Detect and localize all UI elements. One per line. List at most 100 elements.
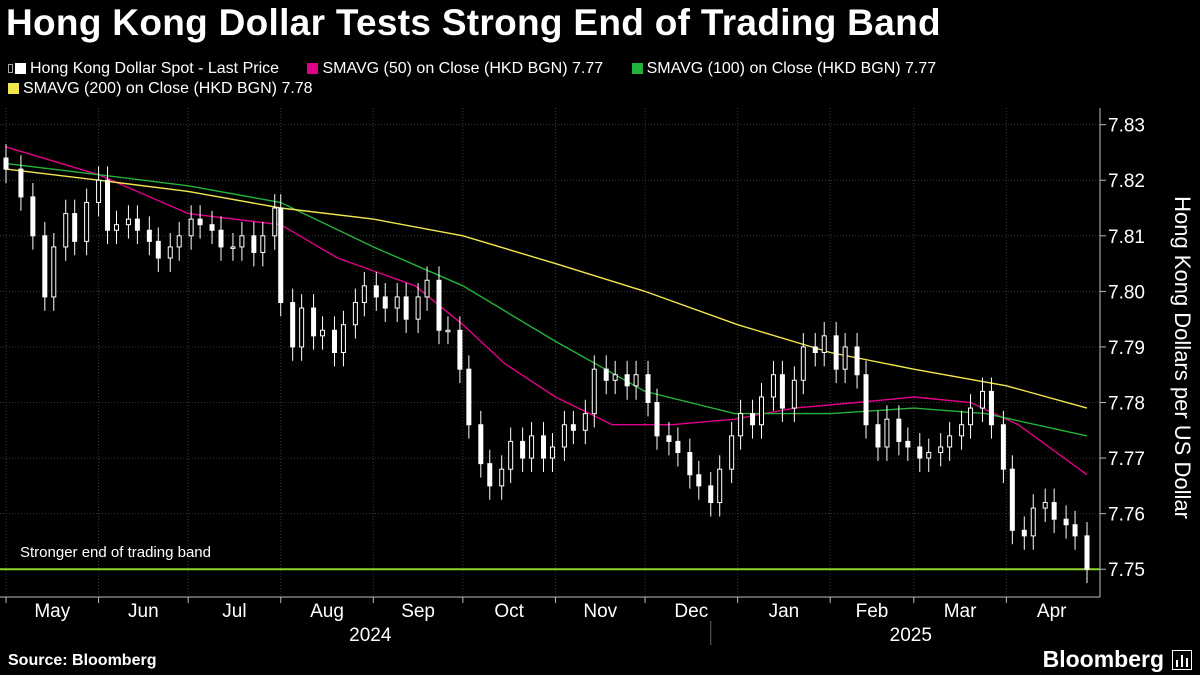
legend-item-sma200: SMAVG (200) on Close (HKD BGN) 7.78 [8,80,313,98]
bloomberg-logo: Bloomberg [1043,646,1192,673]
candle-body [717,468,723,504]
candle-body [361,285,367,303]
candle-body [582,413,588,431]
candle-body [968,407,974,426]
candle-body [272,207,278,237]
candle-body [917,446,923,459]
x-month-label: Sep [401,601,435,622]
candle-body [603,368,609,381]
candle-body [624,374,630,387]
candle-body [278,207,284,303]
candle-body [209,224,215,231]
candle-body [42,235,48,298]
x-month-label: Jul [222,601,246,622]
candle-body [926,452,932,459]
legend-swatch-sma100 [631,63,643,74]
candle-body [708,485,714,504]
candle-body [230,246,236,249]
moving-average-line [5,162,1088,437]
y-tick-label: 7.77 [1108,449,1145,470]
candle-body [394,296,400,309]
legend-item-sma50: SMAVG (50) on Close (HKD BGN) 7.77 [307,60,603,78]
candle-body [251,235,257,253]
candle-body [633,374,639,387]
candle-body [84,201,90,242]
candle-body [1042,502,1048,509]
legend-row-1: Hong Kong Dollar Spot - Last Price SMAVG… [8,60,960,78]
x-year-label: 2025 [890,625,932,646]
candle-body [863,374,869,426]
candle-body [340,324,346,354]
candle-body [570,424,576,431]
candle-body [654,402,660,437]
candle-body [675,440,681,454]
candle-body [759,396,765,426]
candle-body [738,413,744,437]
candle-body [842,346,848,370]
source-note: Source: Bloomberg [8,652,157,669]
candle-body [687,452,693,476]
candle-body [645,374,651,404]
candle-body [750,413,756,426]
candle-body [1000,424,1006,470]
candle-body [791,379,797,409]
y-tick-label: 7.78 [1108,394,1145,415]
x-month-label: Mar [944,601,977,622]
candle-body [947,435,953,448]
candle-body [436,279,442,331]
legend-label-sma200: SMAVG (200) on Close (HKD BGN) 7.78 [23,80,313,97]
candle-body [1084,535,1090,570]
legend-label-sma50: SMAVG (50) on Close (HKD BGN) 7.77 [322,60,604,77]
moving-averages [5,146,1088,476]
candle-body [3,157,9,170]
candle-body [591,368,597,415]
candle-body [612,374,618,381]
y-axis-title: Hong Kong Dollars per US Dollar [1170,196,1195,519]
legend-label-spot: Hong Kong Dollar Spot - Last Price [30,60,280,77]
candle-body [197,218,203,226]
candle-body [290,301,296,348]
candle-body [875,424,881,448]
candle-body [884,418,890,448]
moving-average-line [5,146,1088,476]
legend-swatch-sma200 [8,83,19,94]
x-month-label: Nov [583,601,617,622]
x-month-label: Jan [769,601,800,622]
candle-body [938,446,944,454]
candle-body [988,390,994,426]
y-tick-label: 7.80 [1108,282,1145,303]
candle-body [896,418,902,442]
x-month-label: May [34,601,70,622]
candle-body [105,179,111,231]
candle-body [403,296,409,320]
candle-body [666,435,672,442]
axes: 7.75 7.76 7.77 7.78 7.79 7.80 7.81 7.82 7.83 May J… [0,108,1195,646]
candle-marker-icon [8,64,13,73]
candle-body [299,307,305,348]
candle-body [125,218,131,226]
y-tick-label: 7.81 [1108,227,1145,248]
candle-body [1009,468,1015,531]
candle-body [478,424,484,465]
candle-body [51,246,57,298]
x-month-label: Feb [856,601,889,622]
x-month-label: Oct [494,601,524,622]
candle-body [260,235,266,253]
moving-average-line [5,168,1088,409]
candle-body [155,240,161,259]
legend-swatch-spot [15,63,26,74]
y-tick-label: 7.82 [1108,171,1145,192]
candle-body [529,435,535,459]
candle-body [239,235,245,248]
candle-body [424,279,430,298]
candle-body [520,440,526,459]
legend-item-spot: Hong Kong Dollar Spot - Last Price [8,60,279,78]
x-month-label: Jun [128,601,159,622]
candle-body [134,218,140,231]
candle-body [541,435,547,459]
candle-body [812,346,818,353]
candle-body [1030,507,1036,537]
candle-body [63,213,69,248]
candle-body [833,335,839,370]
candle-body [508,440,514,470]
